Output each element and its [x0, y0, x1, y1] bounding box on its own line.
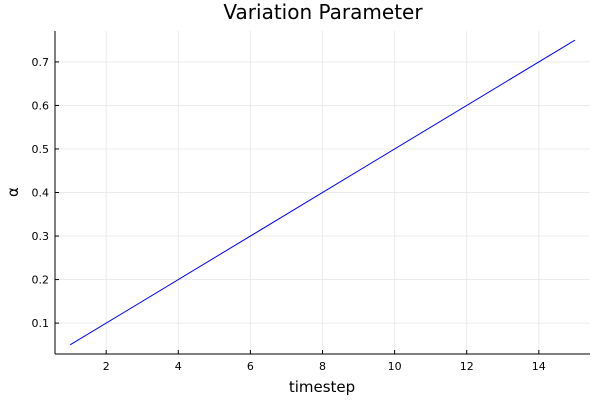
- gridlines: [55, 31, 590, 354]
- y-tick-label: 0.7: [32, 56, 50, 69]
- y-tick-label: 0.6: [32, 99, 50, 112]
- x-tick-labels: 2 4 6 8 10 12 14: [103, 350, 546, 373]
- y-tick-label: 0.5: [32, 143, 50, 156]
- x-tick-label: 12: [460, 360, 474, 373]
- series-group: [69, 39, 576, 346]
- y-axis-label: α: [4, 187, 22, 197]
- x-tick-label: 8: [319, 360, 326, 373]
- y-tick-label: 0.1: [32, 317, 50, 330]
- x-tick-label: 4: [175, 360, 182, 373]
- x-tick-label: 10: [388, 360, 402, 373]
- chart-title: Variation Parameter: [223, 0, 423, 24]
- x-axis-label: timestep: [289, 378, 355, 396]
- y-tick-label: 0.4: [32, 187, 50, 200]
- series-line: [69, 39, 576, 346]
- x-tick-label: 14: [532, 360, 546, 373]
- x-tick-label: 2: [103, 360, 110, 373]
- y-tick-label: 0.2: [32, 274, 50, 287]
- x-tick-label: 6: [247, 360, 254, 373]
- y-tick-labels: 0.1 0.2 0.3 0.4 0.5 0.6 0.7: [32, 56, 59, 330]
- y-tick-label: 0.3: [32, 230, 50, 243]
